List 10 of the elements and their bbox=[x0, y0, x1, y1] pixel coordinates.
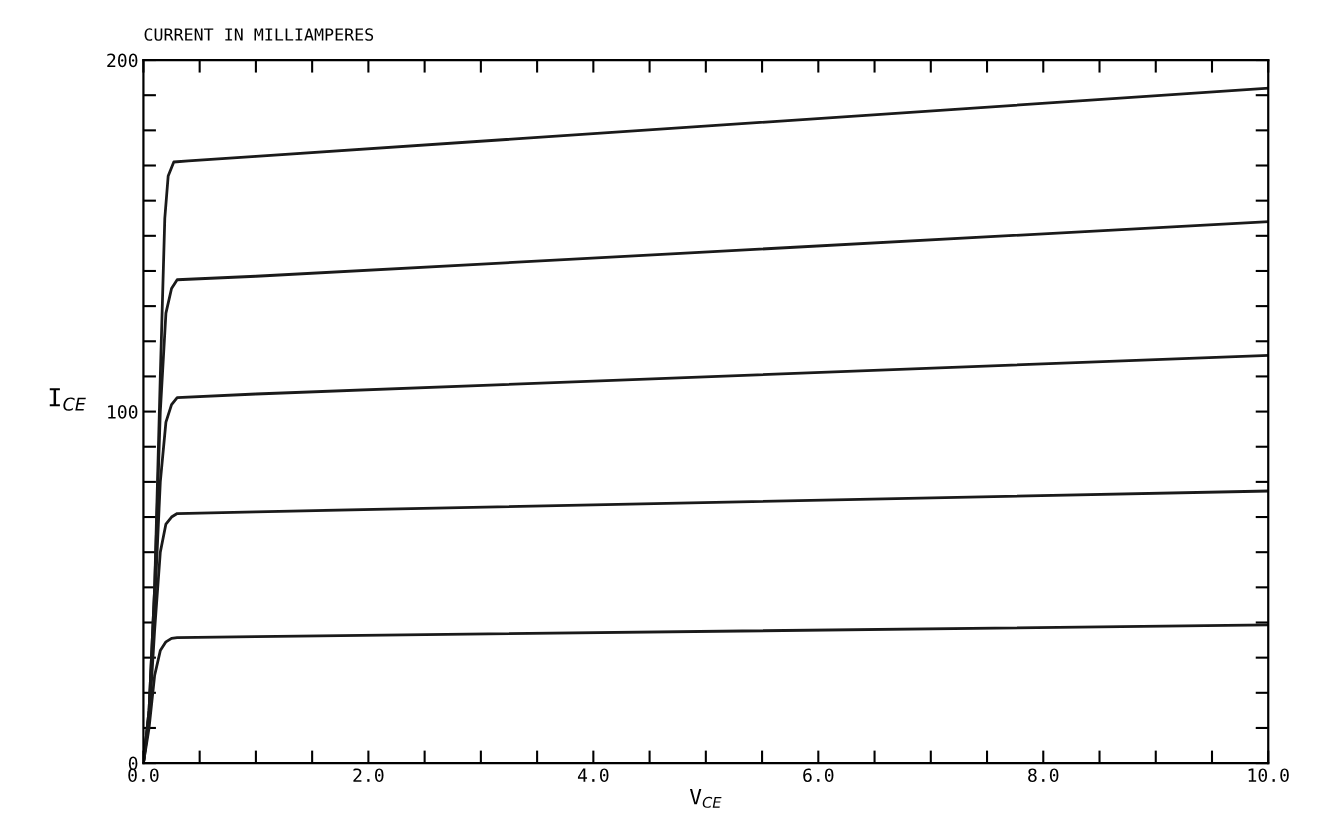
x-tick-label: 8.0 bbox=[1028, 768, 1059, 783]
x-tick-label: 6.0 bbox=[803, 768, 834, 783]
x-axis-title: V$_{CE}$ bbox=[689, 789, 722, 808]
y-tick-label: 200 bbox=[107, 53, 138, 68]
y-tick-label: 100 bbox=[108, 405, 138, 419]
x-tick-label: 10.0 bbox=[1248, 768, 1289, 783]
chart-title: CURRENT IN MILLIAMPERES bbox=[144, 28, 374, 41]
x-tick-label: 4.0 bbox=[577, 768, 609, 783]
y-axis-title: I$_{CE}$ bbox=[49, 388, 86, 411]
x-tick-label: 2.0 bbox=[353, 768, 384, 783]
